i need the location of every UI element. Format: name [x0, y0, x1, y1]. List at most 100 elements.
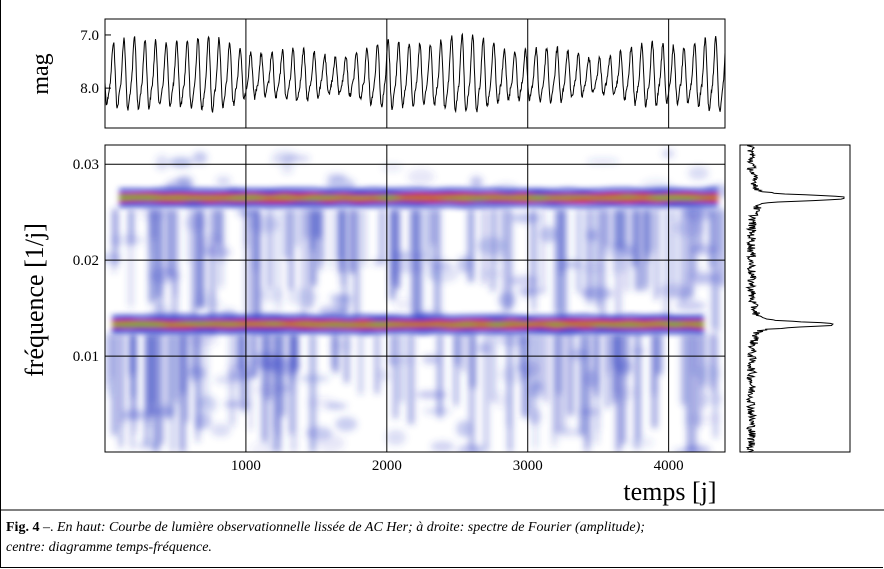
- heatmap-streak: [595, 209, 600, 308]
- heatmap-blob: [298, 374, 330, 383]
- heatmap-blob: [155, 155, 169, 171]
- heatmap-streak: [315, 209, 322, 239]
- heatmap-streak: [245, 209, 251, 325]
- heatmap-blob: [286, 288, 319, 306]
- heatmap-blob: [631, 348, 646, 355]
- heatmap-streak: [551, 333, 558, 447]
- heatmap-streak: [393, 333, 398, 419]
- heatmap-streak: [603, 209, 609, 247]
- heatmap-x-ticks: 1000 2000 3000 4000: [231, 458, 684, 474]
- heatmap-streak: [118, 333, 124, 448]
- heatmap-streak: [431, 209, 435, 246]
- heatmap-blob: [476, 237, 506, 255]
- heatmap-streak: [617, 333, 622, 373]
- heatmap-blob: [393, 297, 411, 311]
- heatmap-x-tick-label: 3000: [513, 458, 543, 474]
- heatmap-streak: [266, 209, 273, 288]
- heatmap-blob: [248, 215, 280, 233]
- heatmap-streak: [111, 333, 117, 436]
- heatmap-streak: [610, 209, 614, 249]
- heatmap-streak: [159, 333, 164, 445]
- heatmap-streak: [408, 333, 414, 425]
- heatmap-streak: [153, 333, 160, 452]
- heatmap-blob: [701, 393, 724, 406]
- heatmap-blob: [694, 276, 722, 286]
- heatmap-streak: [319, 209, 324, 262]
- heatmap-streak: [612, 333, 616, 367]
- heatmap-streak: [543, 333, 549, 403]
- heatmap-blob: [477, 342, 491, 354]
- heatmap-streak: [520, 333, 526, 382]
- heatmap-streak: [390, 333, 395, 367]
- heatmap-streak: [307, 209, 313, 310]
- heatmap-x-tick-label: 2000: [372, 458, 402, 474]
- heatmap-streak: [680, 209, 686, 302]
- heatmap-y-ticks: 0.01 0.02 0.03: [73, 157, 99, 365]
- heatmap-streak: [425, 209, 430, 262]
- heatmap-blob: [540, 226, 558, 243]
- heatmap-blob: [335, 416, 358, 432]
- heatmap-blob: [430, 441, 455, 452]
- heatmap-blob: [686, 277, 702, 287]
- heatmap-streak: [556, 333, 561, 395]
- heatmap-blob: [470, 175, 483, 190]
- heatmap-streak: [642, 209, 648, 291]
- heatmap-streak: [567, 333, 574, 416]
- heatmap-blob: [184, 214, 207, 232]
- heatmap-streak: [180, 333, 186, 394]
- heatmap-streak: [166, 209, 173, 278]
- heatmap-blob: [585, 229, 599, 242]
- heatmap-streak: [709, 333, 714, 390]
- heatmap-blob: [563, 260, 582, 269]
- heatmap-streak: [692, 333, 697, 452]
- heatmap-blob: [195, 412, 212, 430]
- heatmap-blob: [688, 166, 709, 180]
- heatmap-streak: [215, 209, 222, 244]
- heatmap-blob: [493, 391, 507, 409]
- heatmap-streak: [681, 333, 686, 405]
- heatmap-streak: [570, 333, 574, 418]
- heatmap-streak: [536, 333, 543, 389]
- heatmap-streak: [541, 209, 545, 293]
- heatmap-streak: [613, 209, 617, 274]
- heatmap-streak: [409, 209, 415, 251]
- heatmap-streak: [284, 209, 289, 259]
- heatmap-blob: [480, 270, 504, 278]
- heatmap-streak: [561, 209, 567, 331]
- heatmap-blob: [515, 287, 546, 295]
- heatmap-streak: [720, 209, 725, 287]
- heatmap-blob: [192, 151, 208, 165]
- caption-line-1: En haut: Courbe de lumière observationne…: [56, 520, 645, 535]
- heatmap-blob: [456, 420, 472, 438]
- heatmap-streak: [635, 209, 641, 291]
- heatmap-streak: [615, 209, 621, 321]
- heatmap-streak: [713, 333, 718, 438]
- heatmap-blob: [695, 364, 722, 383]
- heatmap-streak: [311, 209, 317, 286]
- heatmap-streak: [254, 209, 258, 322]
- heatmap-y-axis-label: fréquence [1/j]: [20, 223, 49, 377]
- heatmap-streak: [358, 333, 363, 395]
- heatmap-blob: [584, 370, 600, 388]
- heatmap-blob: [215, 176, 231, 187]
- light-curve-frame: [104, 18, 726, 129]
- heatmap-blob: [259, 286, 283, 303]
- heatmap-streak: [128, 209, 134, 307]
- heatmap-blob: [688, 244, 717, 256]
- heatmap-blob: [496, 334, 530, 347]
- heatmap-streak: [167, 333, 172, 420]
- heatmap-streak: [715, 209, 721, 254]
- heatmap-blob: [317, 434, 345, 452]
- heatmap-blob: [236, 207, 260, 218]
- heatmap-streak: [196, 333, 201, 431]
- heatmap-streak: [288, 209, 293, 291]
- heatmap-blob: [391, 263, 425, 274]
- heatmap-streak: [191, 209, 197, 319]
- heatmap-streak: [129, 209, 134, 245]
- heatmap-streak: [160, 209, 165, 321]
- heatmap-streak: [605, 333, 611, 375]
- light-curve-panel: 7.0 8.0 mag: [28, 18, 726, 129]
- heatmap-blob: [426, 264, 460, 283]
- heatmap-blob: [210, 423, 231, 437]
